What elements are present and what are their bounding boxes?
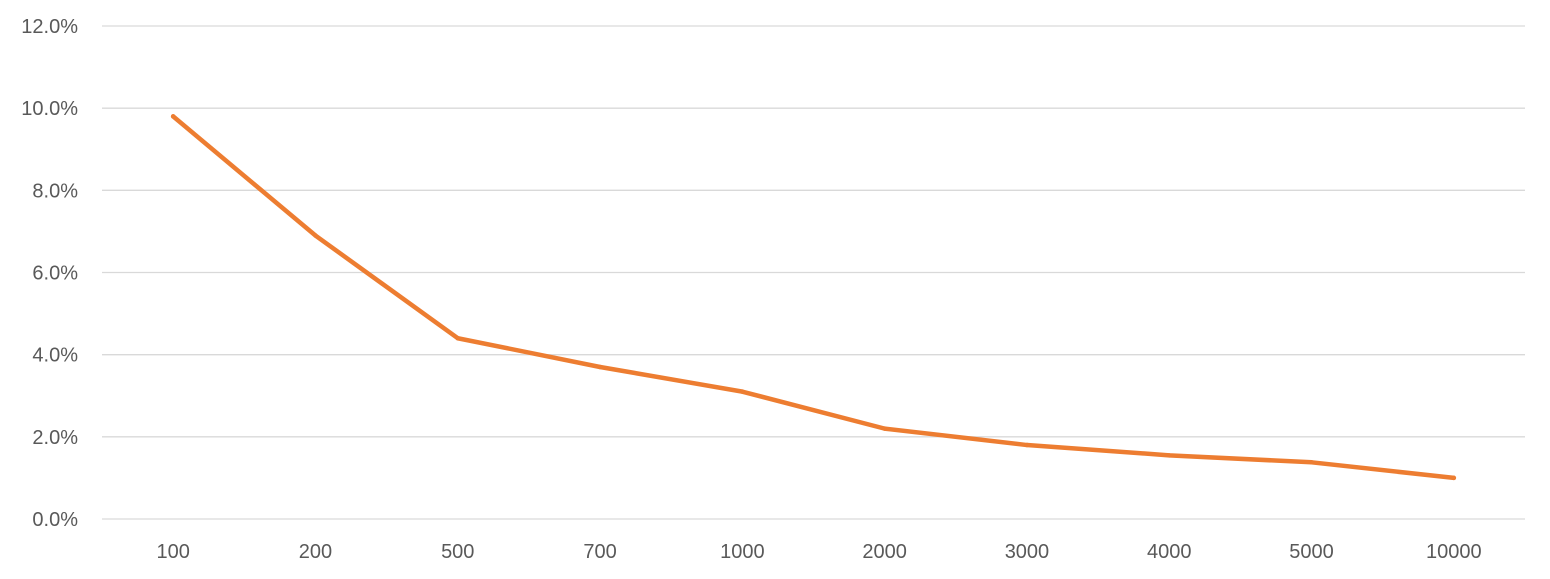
x-tick-label: 1000 — [720, 541, 765, 563]
series-group — [170, 114, 1457, 481]
x-tick-label: 10000 — [1426, 541, 1482, 563]
y-tick-label: 6.0% — [32, 263, 78, 285]
data-point — [1167, 453, 1172, 458]
y-tick-label: 10.0% — [21, 98, 78, 120]
y-tick-label: 12.0% — [21, 16, 78, 38]
y-axis: 0.0% 2.0% 4.0% 6.0% 8.0% 10.0% 12.0% — [21, 16, 78, 531]
x-tick-label: 100 — [156, 541, 189, 563]
x-axis: 100 200 500 700 1000 2000 3000 4000 5000 10000 — [156, 541, 1481, 563]
data-point — [1024, 442, 1030, 448]
data-point — [455, 335, 460, 341]
x-tick-label: 3000 — [1005, 541, 1050, 563]
y-tick-label: 2.0% — [32, 427, 78, 449]
y-tick-label: 0.0% — [32, 509, 78, 531]
data-point — [740, 389, 745, 394]
x-tick-label: 500 — [441, 541, 474, 563]
data-point — [1309, 460, 1314, 465]
data-point — [882, 426, 887, 431]
data-point — [1451, 475, 1457, 481]
x-tick-label: 5000 — [1289, 541, 1334, 563]
x-tick-label: 4000 — [1147, 541, 1192, 563]
data-point — [170, 114, 176, 119]
y-tick-label: 4.0% — [32, 345, 78, 367]
y-tick-label: 8.0% — [32, 180, 78, 202]
data-point — [597, 364, 603, 370]
series-line — [170, 114, 1457, 481]
x-tick-label: 200 — [299, 541, 332, 563]
x-tick-label: 700 — [583, 541, 616, 563]
gridlines — [102, 25, 1525, 520]
x-tick-label: 2000 — [862, 541, 907, 563]
data-point — [313, 233, 318, 238]
